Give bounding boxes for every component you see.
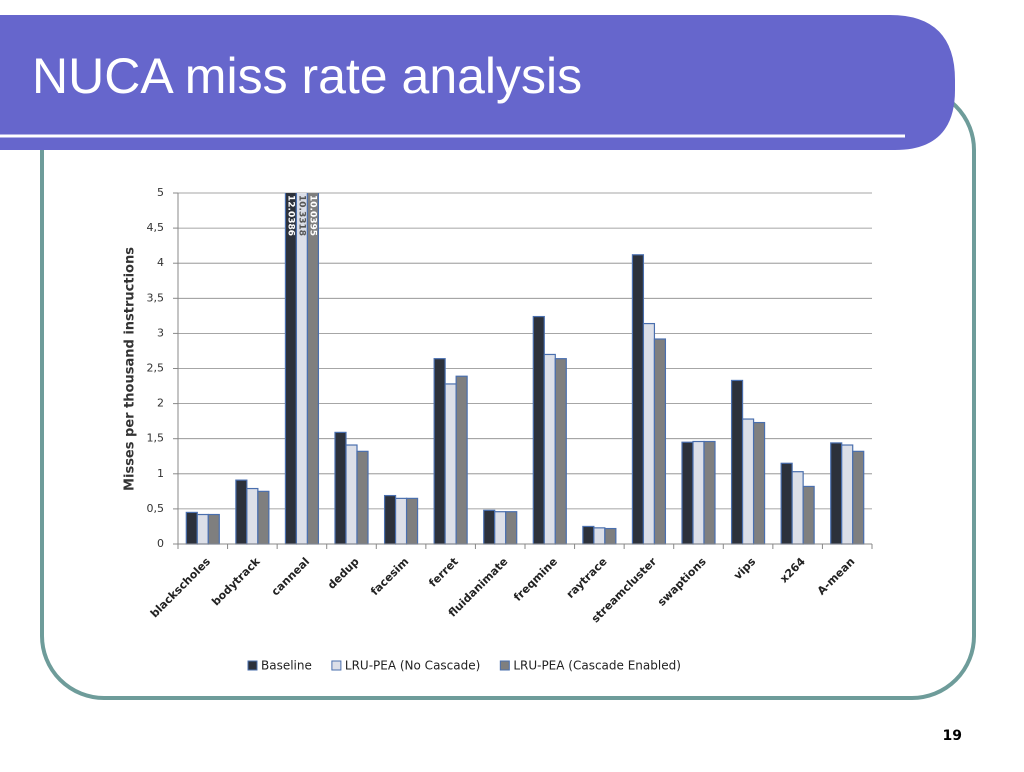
bar — [444, 383, 457, 545]
bar — [433, 358, 446, 545]
data-label: 10.0395 — [307, 195, 317, 236]
bar — [405, 497, 419, 545]
bar — [185, 511, 198, 545]
bar — [334, 431, 347, 545]
y-axis-label: Misses per thousand instructions — [123, 247, 138, 491]
bar — [505, 511, 518, 545]
y-tick-label: 0 — [157, 537, 164, 550]
y-tick-label: 3,5 — [147, 291, 165, 304]
y-tick-label: 2 — [157, 397, 164, 410]
legend-label: LRU-PEA (Cascade Enabled) — [513, 659, 681, 673]
bar — [196, 513, 209, 545]
bar — [235, 479, 248, 545]
bar — [841, 444, 854, 545]
page-number: 19 — [943, 728, 962, 744]
plot — [185, 193, 865, 545]
y-tick-label: 1 — [157, 467, 164, 480]
bar — [791, 471, 804, 545]
y-tick-label: 4 — [157, 256, 164, 269]
data-label: 10.3318 — [296, 195, 306, 236]
bar — [741, 418, 755, 545]
content-frame — [40, 86, 976, 700]
legend-swatch — [247, 660, 258, 671]
y-tick-label: 3 — [157, 326, 164, 339]
bar — [730, 379, 744, 545]
bar — [604, 527, 617, 545]
bar — [455, 375, 468, 545]
bar — [257, 490, 270, 545]
y-tick-label: 4,5 — [147, 221, 165, 234]
bar — [394, 497, 408, 545]
bar — [692, 440, 705, 545]
bar — [703, 440, 716, 545]
bar — [802, 485, 815, 545]
y-tick-label: 1,5 — [147, 432, 165, 445]
bar — [642, 322, 656, 545]
bar — [780, 462, 793, 545]
bar — [246, 487, 259, 545]
bar — [631, 254, 645, 545]
y-tick-label: 5 — [157, 186, 164, 199]
bar — [356, 450, 369, 545]
bar — [752, 421, 766, 545]
bar — [653, 338, 667, 545]
title-band — [0, 15, 955, 150]
bar — [852, 450, 865, 545]
bar — [681, 441, 694, 545]
data-label: 12.0386 — [285, 195, 295, 236]
bar — [483, 509, 496, 545]
y-tick-label: 2,5 — [147, 362, 165, 375]
bar — [593, 527, 606, 545]
bar — [345, 444, 358, 545]
y-tick-label: 0,5 — [147, 502, 165, 515]
bar — [582, 525, 595, 545]
legend-label: LRU-PEA (No Cascade) — [345, 659, 480, 673]
bar — [383, 494, 397, 545]
bar — [532, 315, 545, 545]
slide-title: NUCA miss rate analysis — [32, 48, 582, 104]
bar — [543, 353, 556, 545]
bar — [830, 442, 843, 545]
bar — [207, 513, 220, 545]
bar — [494, 511, 507, 545]
legend-label: Baseline — [261, 659, 312, 673]
legend-swatch — [499, 660, 510, 671]
legend-swatch — [331, 660, 342, 671]
bar — [554, 358, 567, 545]
